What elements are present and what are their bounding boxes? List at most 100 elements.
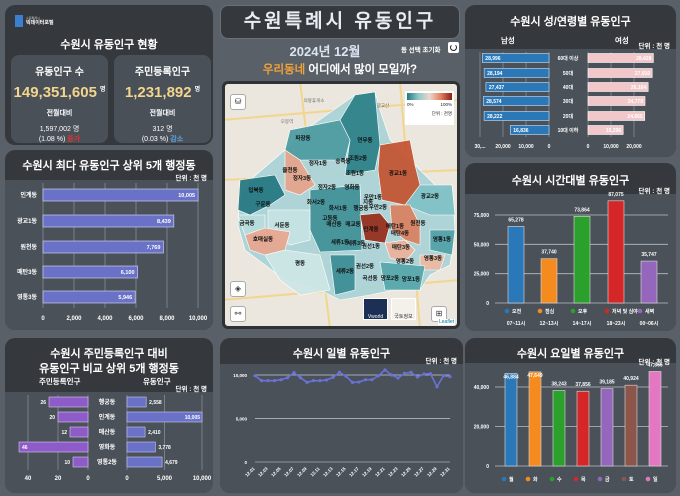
date-label: 2024년 12월	[289, 44, 361, 59]
district-label[interactable]: 연무동	[357, 136, 372, 144]
age-group-label: 40대	[563, 84, 574, 91]
legend-unit: 단위 : 천명	[431, 111, 452, 116]
district-label[interactable]: 광교2동	[421, 192, 439, 200]
district-label[interactable]: 평동	[295, 259, 305, 267]
male-bar	[485, 82, 550, 92]
compare-panel: 40 20 0 0 5,000 10,000 26 2,558 행궁동 20 10,005 인계동 12…	[5, 338, 213, 493]
x-tick-label: 12.11	[309, 466, 321, 478]
district-label[interactable]: 금곡동	[239, 219, 254, 227]
x-tick-label: 6,000	[128, 316, 144, 322]
district-label[interactable]: 우만1동	[364, 193, 382, 201]
district-label[interactable]: 행궁동	[353, 204, 368, 212]
district-label[interactable]: 매탄4동	[391, 229, 409, 237]
district-label[interactable]: 매교동	[345, 220, 360, 228]
logo[interactable]: 수원특례시 빅데이터포털	[15, 14, 54, 28]
district-label[interactable]: 서둔동	[274, 221, 289, 229]
district-label[interactable]: 조원2동	[349, 154, 367, 162]
district-label[interactable]: 권선1동	[362, 242, 380, 250]
reset-selection-button[interactable]: 동 선택 초기화	[401, 47, 441, 54]
female-value-label: 26,164	[631, 85, 647, 91]
basemap-national[interactable]: 국토정보	[391, 298, 416, 320]
district-label[interactable]: 인계동	[363, 225, 378, 233]
bar	[507, 226, 525, 304]
district-label[interactable]: 세류2동	[336, 267, 354, 275]
y-tick-label: 25,000	[474, 272, 490, 278]
unit-label: 단위 : 천 명	[175, 386, 207, 393]
bar	[552, 390, 566, 467]
district-label[interactable]: 권선2동	[356, 262, 374, 270]
legend-min: 0%	[407, 102, 414, 107]
district-label[interactable]: 호매실동	[253, 235, 273, 243]
x-tick-label: 5,000	[157, 476, 173, 482]
district-area[interactable]	[237, 174, 286, 216]
layout-toggle-icon[interactable]: ⊞	[431, 306, 447, 322]
attribution-link[interactable]: Leaflet	[437, 319, 455, 325]
district-area[interactable]	[404, 184, 456, 216]
y-tick-label: 0	[486, 464, 489, 470]
district-label[interactable]: 영통1동	[433, 235, 451, 243]
district-label[interactable]: 율천동	[282, 166, 297, 174]
district-label[interactable]: 구운동	[255, 200, 270, 208]
card-label: 주민등록인구	[134, 67, 191, 78]
x-tick-label: 0	[548, 144, 551, 150]
measure-icon[interactable]: ⚯	[230, 306, 246, 322]
male-bar	[483, 68, 550, 78]
district-label[interactable]: 입북동	[248, 186, 263, 194]
x-tick-label: 2,000	[66, 316, 82, 322]
district-label[interactable]: 매탄3동	[392, 243, 410, 251]
district-label[interactable]: 원천동	[410, 219, 425, 227]
district-label[interactable]: 영화동	[344, 183, 359, 191]
district-label[interactable]: 망포1동	[402, 275, 420, 283]
district-label[interactable]: 영통2동	[396, 257, 414, 265]
district-label[interactable]: 정자3동	[293, 174, 311, 182]
category-label: 행궁동	[99, 398, 116, 406]
district-area[interactable]	[419, 254, 446, 271]
legend-dot	[570, 308, 576, 314]
data-point	[363, 378, 368, 382]
district-label[interactable]: 세류3동	[347, 239, 365, 247]
district-area[interactable]	[359, 212, 391, 244]
district-label[interactable]: 송죽동	[335, 157, 350, 165]
district-label[interactable]: 고등동	[322, 214, 337, 222]
district-area[interactable]	[429, 229, 456, 256]
right-series-label: 유동인구	[143, 377, 171, 386]
layers-icon[interactable]: ◈	[230, 281, 246, 297]
legend-label: 오후	[578, 308, 588, 315]
district-area[interactable]	[339, 91, 381, 176]
district-label[interactable]: 광교1동	[389, 169, 407, 177]
bar-value-label: 40,924	[623, 376, 639, 382]
district-label[interactable]: 화서2동	[307, 198, 325, 206]
district-label[interactable]: 조원1동	[346, 169, 364, 177]
district-label[interactable]: 지동	[363, 198, 373, 206]
district-label[interactable]: 매탄1동	[386, 222, 404, 230]
category-label: 영화동	[99, 443, 116, 451]
district-label[interactable]: 파장동	[295, 134, 310, 142]
registered-bar	[48, 396, 89, 408]
select-tool-icon[interactable]: ⛁	[230, 94, 246, 110]
district-label[interactable]: 세류1동	[331, 238, 349, 246]
district-label[interactable]: 정자1동	[309, 159, 327, 167]
district-label[interactable]: 망포2동	[381, 274, 399, 282]
district-label[interactable]: 화서1동	[329, 204, 347, 212]
time-range-label: 18~23시	[607, 321, 626, 327]
district-area[interactable]	[264, 249, 331, 296]
district-map[interactable]: 파장동 연무동 정자1동 송죽동 조원2동 율천동 정자3동 조원1동 광교1동 입북동 정자2동 영…	[222, 81, 460, 329]
bar	[540, 258, 558, 304]
legend-dot	[549, 476, 555, 482]
district-area[interactable]	[284, 149, 316, 196]
district-area[interactable]	[389, 204, 421, 246]
reset-icon[interactable]	[448, 42, 459, 53]
district-label[interactable]: 곡선동	[362, 274, 377, 282]
map-legend: 0% 100% 단위 : 천명	[405, 91, 454, 125]
district-area[interactable]	[384, 239, 416, 263]
district-area[interactable]	[379, 261, 426, 291]
left-series-label: 주민등록인구	[39, 377, 81, 386]
district-label[interactable]: 정자2동	[318, 183, 336, 191]
floating-bar	[126, 396, 147, 408]
district-label[interactable]: 영통3동	[424, 254, 442, 262]
district-label[interactable]: 매산동	[326, 220, 341, 228]
basemap-vworld[interactable]: Vworld	[363, 298, 388, 320]
data-point	[298, 376, 303, 380]
district-label[interactable]: 우만2동	[369, 203, 387, 211]
district-area[interactable]	[329, 254, 356, 296]
